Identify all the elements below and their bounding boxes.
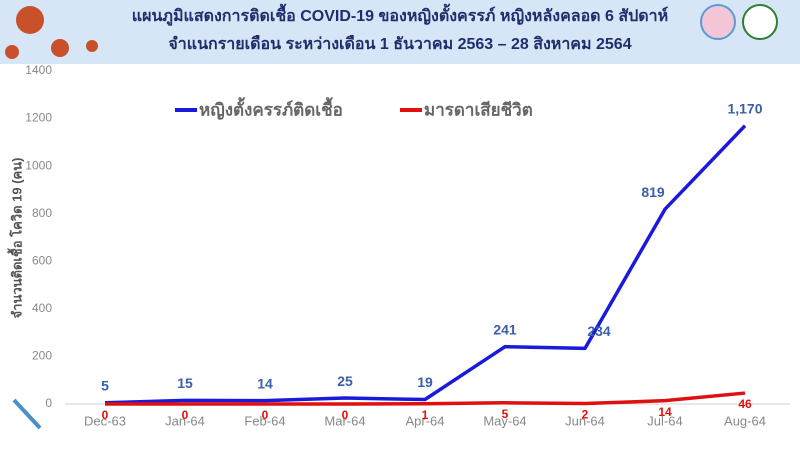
y-tick-label: 400 bbox=[32, 301, 52, 315]
data-label: 46 bbox=[738, 397, 752, 411]
data-label: 234 bbox=[587, 323, 611, 339]
data-label: 14 bbox=[658, 405, 672, 419]
x-tick-label: Feb-64 bbox=[244, 413, 285, 428]
data-label: 0 bbox=[342, 408, 349, 422]
y-axis-label: จำนวนติดเชื้อ โควิด 19 (คน) bbox=[6, 158, 24, 319]
y-tick-label: 0 bbox=[45, 396, 52, 410]
syringe bbox=[12, 398, 42, 430]
header-band bbox=[0, 0, 800, 64]
y-tick-label: 600 bbox=[32, 253, 52, 267]
x-tick-label: Dec-63 bbox=[84, 413, 126, 428]
chart-subtitle: จำแนกรายเดือน ระหว่างเดือน 1 ธันวาคม 256… bbox=[168, 35, 631, 53]
x-tick-label: Jan-64 bbox=[165, 413, 205, 428]
x-tick-label: May-64 bbox=[483, 413, 526, 428]
y-tick-label: 800 bbox=[32, 206, 52, 220]
y-tick-label: 1000 bbox=[25, 158, 52, 172]
series-line bbox=[105, 391, 746, 406]
data-label: 5 bbox=[502, 407, 509, 421]
data-label: 15 bbox=[177, 375, 193, 391]
logo bbox=[700, 4, 736, 40]
data-label: 819 bbox=[641, 184, 665, 200]
data-label: 25 bbox=[337, 373, 353, 389]
data-label: 241 bbox=[493, 321, 517, 337]
data-label: 1,170 bbox=[727, 100, 762, 116]
y-tick-label: 1200 bbox=[25, 111, 52, 125]
y-tick-label: 1400 bbox=[25, 63, 52, 77]
y-tick-label: 200 bbox=[32, 349, 52, 363]
x-tick-label: Aug-64 bbox=[724, 413, 766, 428]
legend-label: หญิงตั้งครรภ์ติดเชื้อ bbox=[199, 96, 343, 120]
x-tick-label: Jul-64 bbox=[647, 413, 682, 428]
data-label: 0 bbox=[102, 408, 109, 422]
x-tick-label: Mar-64 bbox=[324, 413, 365, 428]
data-label: 1 bbox=[422, 408, 429, 422]
legend-box bbox=[150, 96, 570, 124]
data-label: 0 bbox=[182, 408, 189, 422]
x-tick-label: Apr-64 bbox=[405, 413, 444, 428]
data-label: 5 bbox=[101, 378, 109, 394]
series-line bbox=[104, 124, 747, 405]
data-label: 2 bbox=[582, 408, 589, 422]
logo bbox=[742, 4, 778, 40]
x-tick-label: Jun-64 bbox=[565, 413, 605, 428]
data-label: 19 bbox=[417, 374, 433, 390]
data-label: 0 bbox=[262, 408, 269, 422]
data-label: 14 bbox=[257, 375, 273, 391]
legend-label: มารดาเสียชีวิต bbox=[424, 99, 533, 119]
virus-decoration bbox=[5, 6, 98, 59]
